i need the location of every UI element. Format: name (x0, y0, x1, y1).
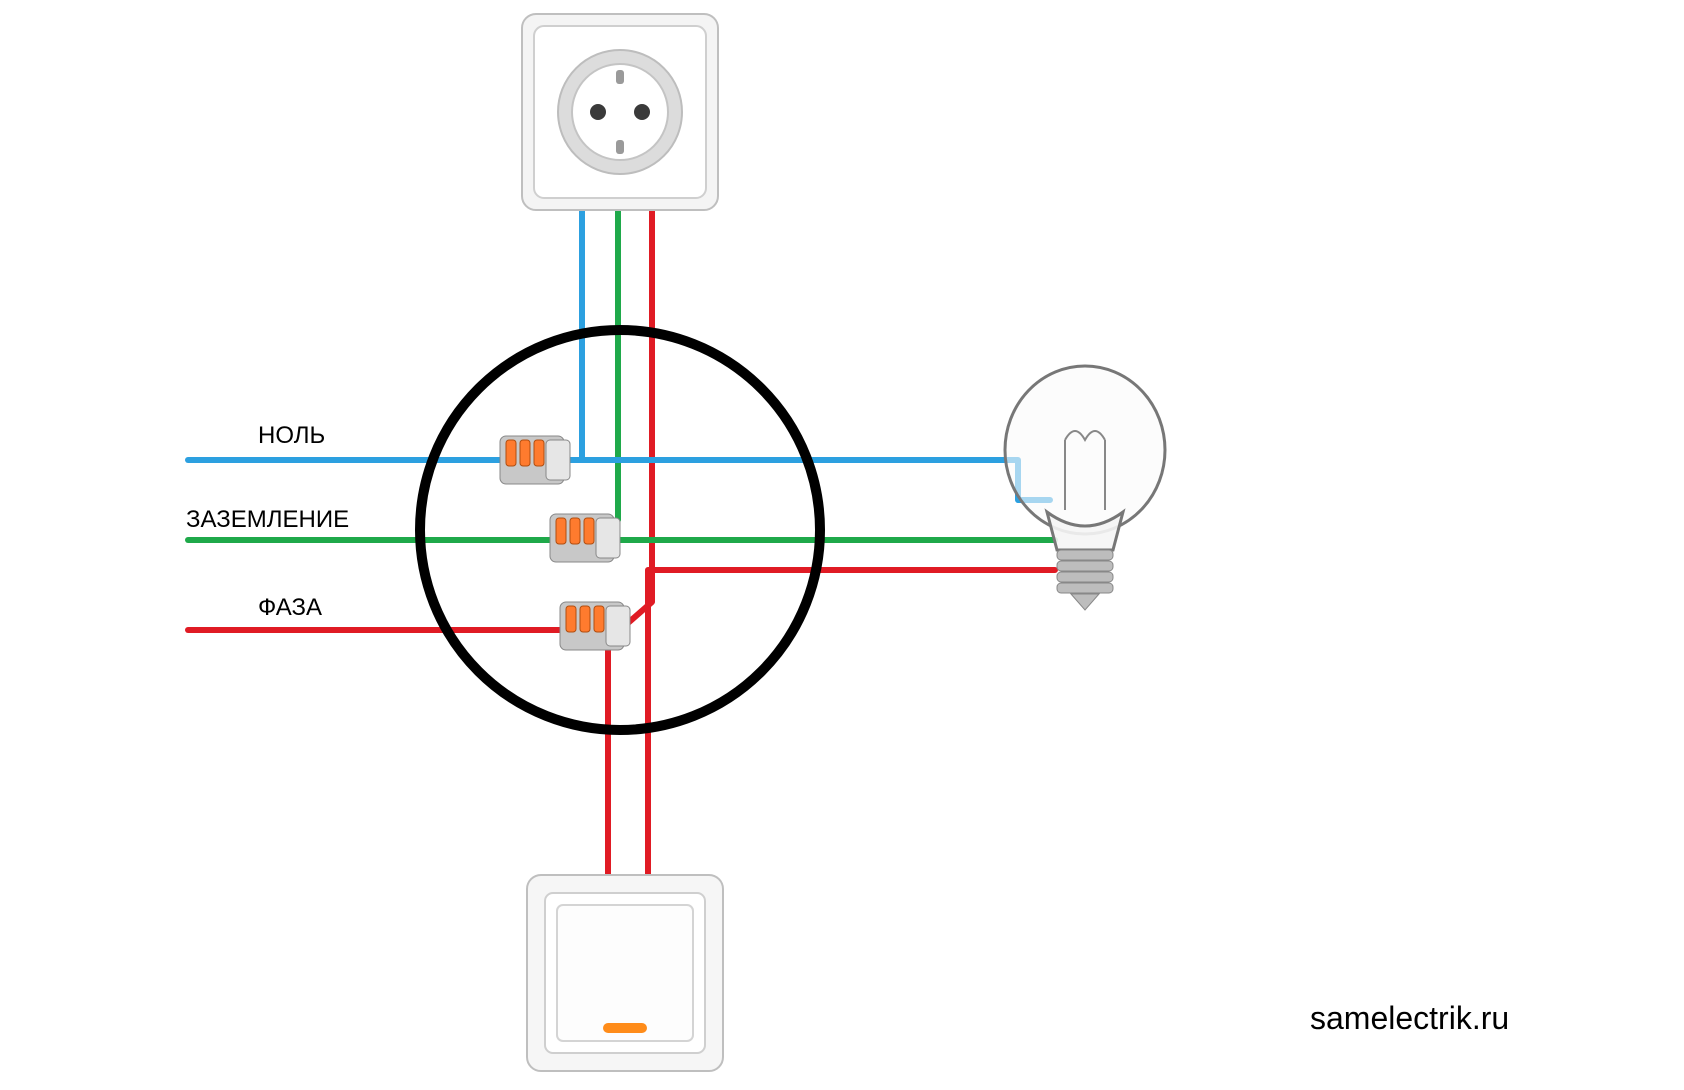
label-ground: ЗАЗЕМЛЕНИЕ (186, 506, 349, 534)
wire-connector-1 (500, 436, 570, 484)
wire-connector-2 (550, 514, 620, 562)
watermark: samelectrik.ru (1310, 1000, 1509, 1037)
power-socket (522, 14, 718, 210)
wiring-diagram (0, 0, 1684, 1090)
light-switch (527, 875, 723, 1071)
wire-connector-3 (560, 602, 630, 650)
label-neutral: НОЛЬ (258, 422, 325, 450)
label-phase: ФАЗА (258, 594, 322, 622)
light-bulb (1005, 366, 1165, 610)
